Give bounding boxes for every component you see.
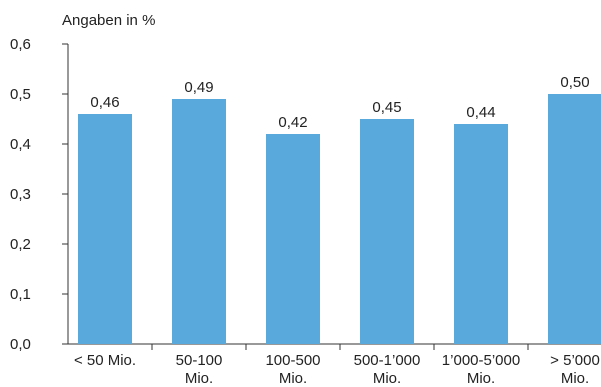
bar	[172, 99, 226, 344]
labels: 0,46< 50 Mio.0,4950-100Mio.0,42100-500Mi…	[74, 74, 600, 387]
x-tick-label: Mio.	[561, 370, 589, 387]
data-label: 0,50	[560, 74, 589, 91]
x-tick-label: 100-500	[265, 352, 320, 369]
unit-label: Angaben in %	[62, 12, 156, 29]
x-tick-label: 1’000-5’000	[442, 352, 520, 369]
bar	[78, 114, 132, 344]
x-tick-label: Mio.	[279, 370, 307, 387]
x-tick-label: Mio.	[185, 370, 213, 387]
y-tick-label: 0,1	[10, 286, 31, 303]
bars	[78, 94, 601, 344]
data-label: 0,44	[466, 104, 495, 121]
data-label: 0,46	[90, 94, 119, 111]
x-tick-label: Mio.	[373, 370, 401, 387]
x-tick-label: 50-100	[176, 352, 223, 369]
bar	[548, 94, 601, 344]
bar	[454, 124, 508, 344]
y-tick-label: 0,4	[10, 136, 31, 153]
y-tick-label: 0,2	[10, 236, 31, 253]
x-tick-label: Mio.	[467, 370, 495, 387]
data-label: 0,49	[184, 79, 213, 96]
axes: 0,0 0,1 0,2 0,3 0,4 0,5 0,6	[10, 36, 601, 353]
x-tick-label: 500-1’000	[354, 352, 421, 369]
x-tick-label: < 50 Mio.	[74, 352, 136, 369]
y-tick-label: 0,5	[10, 86, 31, 103]
data-label: 0,42	[278, 114, 307, 131]
bar	[360, 119, 414, 344]
bar	[266, 134, 320, 344]
x-tick-label: > 5’000	[550, 352, 600, 369]
data-label: 0,45	[372, 99, 401, 116]
y-tick-label: 0,6	[10, 36, 31, 53]
y-tick-label: 0,3	[10, 186, 31, 203]
y-tick-label: 0,0	[10, 336, 31, 353]
